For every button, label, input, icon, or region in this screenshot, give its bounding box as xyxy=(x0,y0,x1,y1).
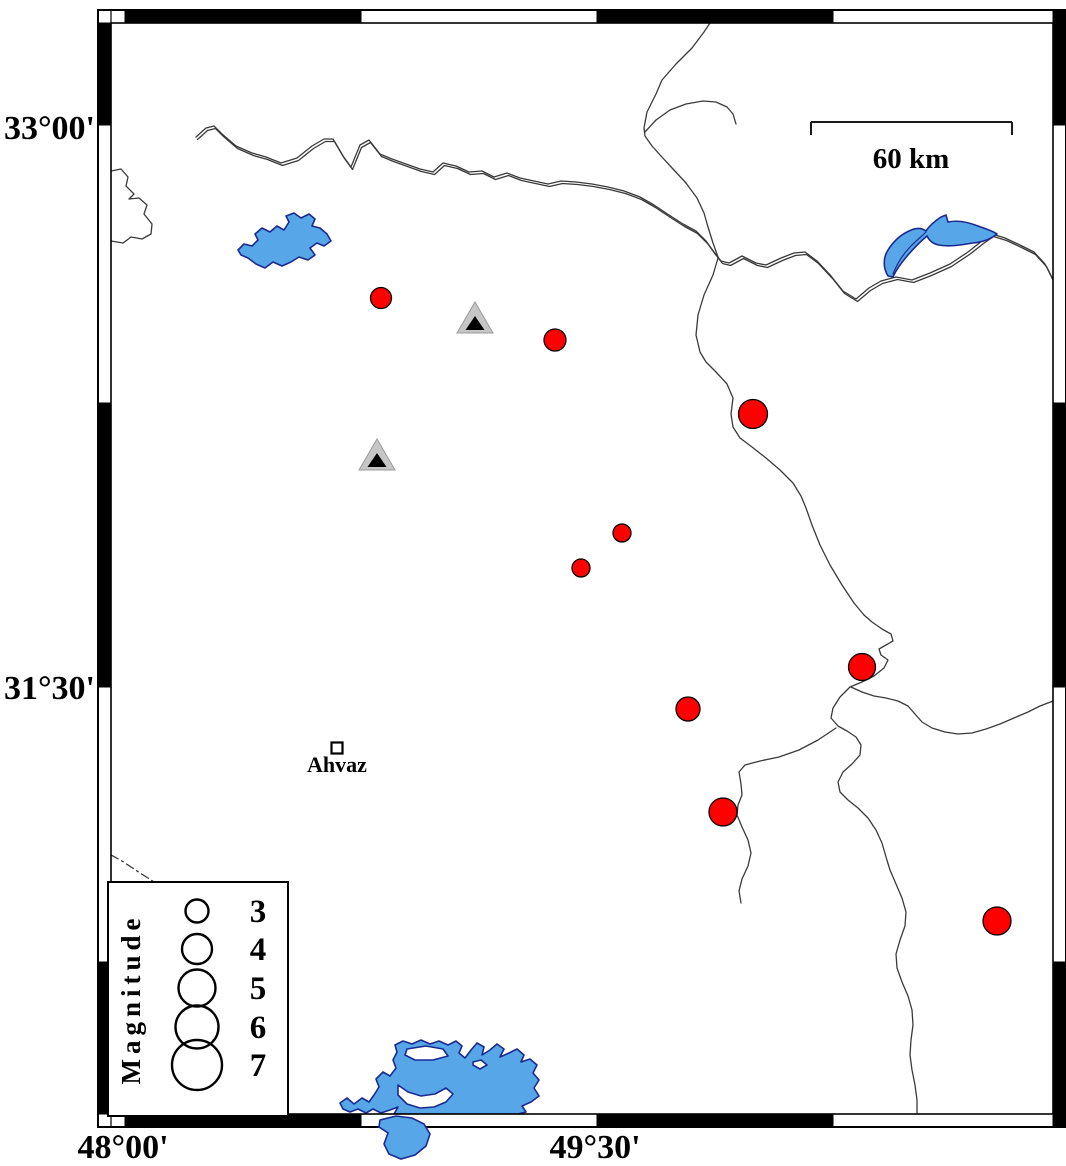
legend-title: Magnitude xyxy=(116,913,146,1084)
legend-circle-mag-4 xyxy=(180,932,214,966)
frame-seg-top-2 xyxy=(596,9,834,24)
earthquake-marker xyxy=(612,523,632,543)
earthquake-marker xyxy=(369,286,393,310)
city-square-icon xyxy=(330,741,344,755)
station-triangle-core xyxy=(367,453,387,467)
city-label: Ahvaz xyxy=(307,752,367,777)
earthquake-marker xyxy=(847,652,877,682)
frame-seg-left-2 xyxy=(97,402,112,688)
legend-label-mag-3: 3 xyxy=(250,894,267,930)
boundary-blob-left xyxy=(111,168,153,244)
legend-box xyxy=(107,881,289,1117)
boundary-spur xyxy=(644,100,737,133)
earthquake-marker xyxy=(982,906,1012,936)
marsh-below-frame xyxy=(378,1115,431,1160)
boundary-snake-bottomright xyxy=(830,614,918,1114)
lat-label-31-30: 31°30' xyxy=(4,670,95,707)
boundary-from-top xyxy=(643,23,719,258)
frame-seg-bottom-corner xyxy=(1052,1113,1066,1128)
scale-bar: 60 km xyxy=(810,121,1013,175)
frame-seg-top-1 xyxy=(124,9,362,24)
map-content xyxy=(111,23,1053,1114)
legend-label-mag-6: 6 xyxy=(250,1010,267,1046)
frame-seg-right-3 xyxy=(1052,961,1066,1115)
river-line-lower xyxy=(736,727,837,904)
earthquake-markers xyxy=(369,286,1012,936)
lake-top-left xyxy=(237,212,332,269)
city-marker-ahvaz: Ahvaz xyxy=(307,741,367,777)
legend-circle-mag-7 xyxy=(170,1038,224,1092)
lake-top-right xyxy=(883,214,998,278)
frame-seg-left-1 xyxy=(97,22,112,126)
earthquake-marker xyxy=(737,398,769,430)
frame-seg-bottom-2 xyxy=(596,1113,834,1128)
station-triangle-core xyxy=(465,316,485,330)
earthquake-marker xyxy=(708,797,738,827)
station-markers xyxy=(358,301,494,471)
legend-label-mag-4: 4 xyxy=(250,932,267,968)
frame-seg-top-corner xyxy=(1052,9,1066,24)
legend-circle-mag-3 xyxy=(184,898,210,924)
legend-label-mag-5: 5 xyxy=(250,971,267,1007)
lon-label-48-00: 48°00' xyxy=(77,1129,168,1166)
marsh-bottom xyxy=(339,1039,540,1114)
lake-top-right-inner-shore xyxy=(892,231,927,275)
frame-seg-right-1 xyxy=(1052,22,1066,126)
earthquake-marker xyxy=(571,558,591,578)
frame-seg-right-2 xyxy=(1052,402,1066,688)
map-frame xyxy=(97,9,1066,1128)
scale-bar-label: 60 km xyxy=(873,143,950,175)
legend-label-mag-7: 7 xyxy=(250,1048,267,1084)
boundary-branch-right xyxy=(850,686,1053,735)
river-line-middle xyxy=(695,257,865,616)
legend-circle-mag-6 xyxy=(174,1004,220,1050)
lon-label-49-30: 49°30' xyxy=(549,1129,640,1166)
earthquake-marker xyxy=(543,328,567,352)
lat-label-33-00: 33°00' xyxy=(4,110,95,147)
earthquake-marker xyxy=(675,696,701,722)
scale-bar-line xyxy=(810,121,1013,135)
